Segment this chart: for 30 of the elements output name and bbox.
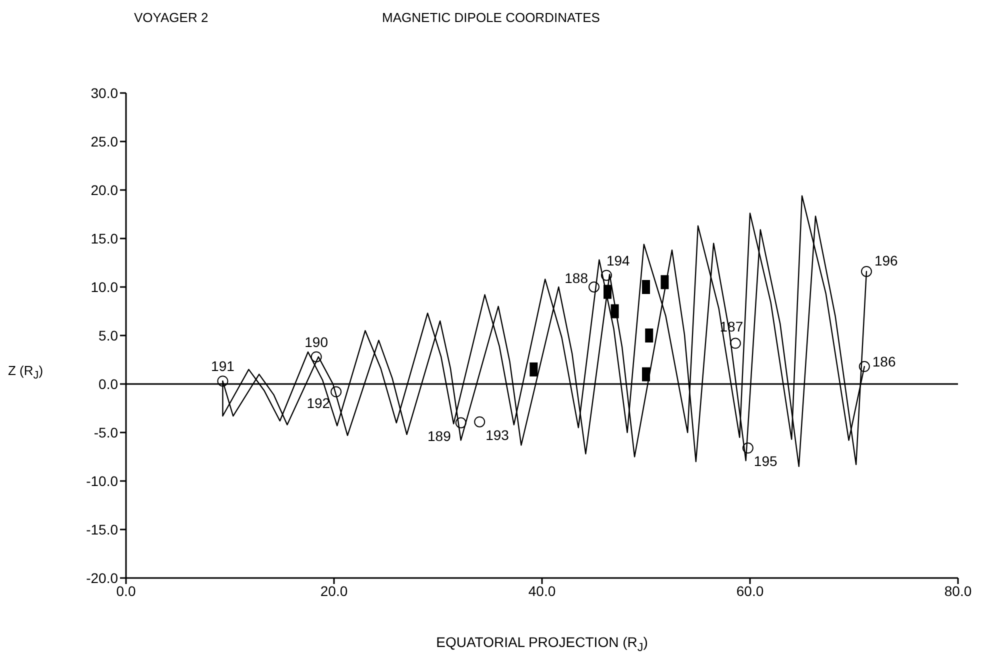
y-tick-label: 30.0 xyxy=(90,84,118,101)
y-tick-label: 15.0 xyxy=(90,230,118,246)
annotation: 196 xyxy=(874,252,898,268)
text: VOYAGER 2 xyxy=(134,10,208,25)
x-tick-label: 60.0 xyxy=(736,582,764,599)
y-tick-label: -5.0 xyxy=(94,424,118,440)
x-tick-label: 80.0 xyxy=(944,582,972,599)
annotation: 192 xyxy=(306,394,330,411)
y-tick-label: -20.0 xyxy=(86,570,118,586)
chart-title: MAGNETIC DIPOLE COORDINATES xyxy=(382,10,600,25)
annotation: 186 xyxy=(872,354,896,370)
y-tick-label: -10.0 xyxy=(86,472,118,489)
annotation: 190 xyxy=(304,334,328,350)
x-tick-label: 0.0 xyxy=(116,582,136,599)
y-tick-label: 0.0 xyxy=(98,376,118,392)
x-tick-label: 20.0 xyxy=(320,582,348,599)
annotation: 188 xyxy=(564,270,588,286)
annotation: 189 xyxy=(428,428,452,444)
y-axis-title: Z (R$_{J}$) xyxy=(8,363,44,382)
y-tick-label: -15.0 xyxy=(86,521,118,538)
y-tick-label: 10.0 xyxy=(90,278,118,295)
annotation: 191 xyxy=(211,358,235,374)
x-tick-label: 40.0 xyxy=(528,582,556,599)
y-tick-label: 20.0 xyxy=(90,182,118,198)
y-tick-label: 25.0 xyxy=(90,133,118,150)
annotation: 195 xyxy=(754,453,778,470)
annotation: 194 xyxy=(606,252,630,268)
annotation: 193 xyxy=(486,426,510,443)
y-tick-label: 5.0 xyxy=(98,327,118,344)
x-axis-title: EQUATORIAL PROJECTION (R$_{J}$) xyxy=(435,634,649,654)
